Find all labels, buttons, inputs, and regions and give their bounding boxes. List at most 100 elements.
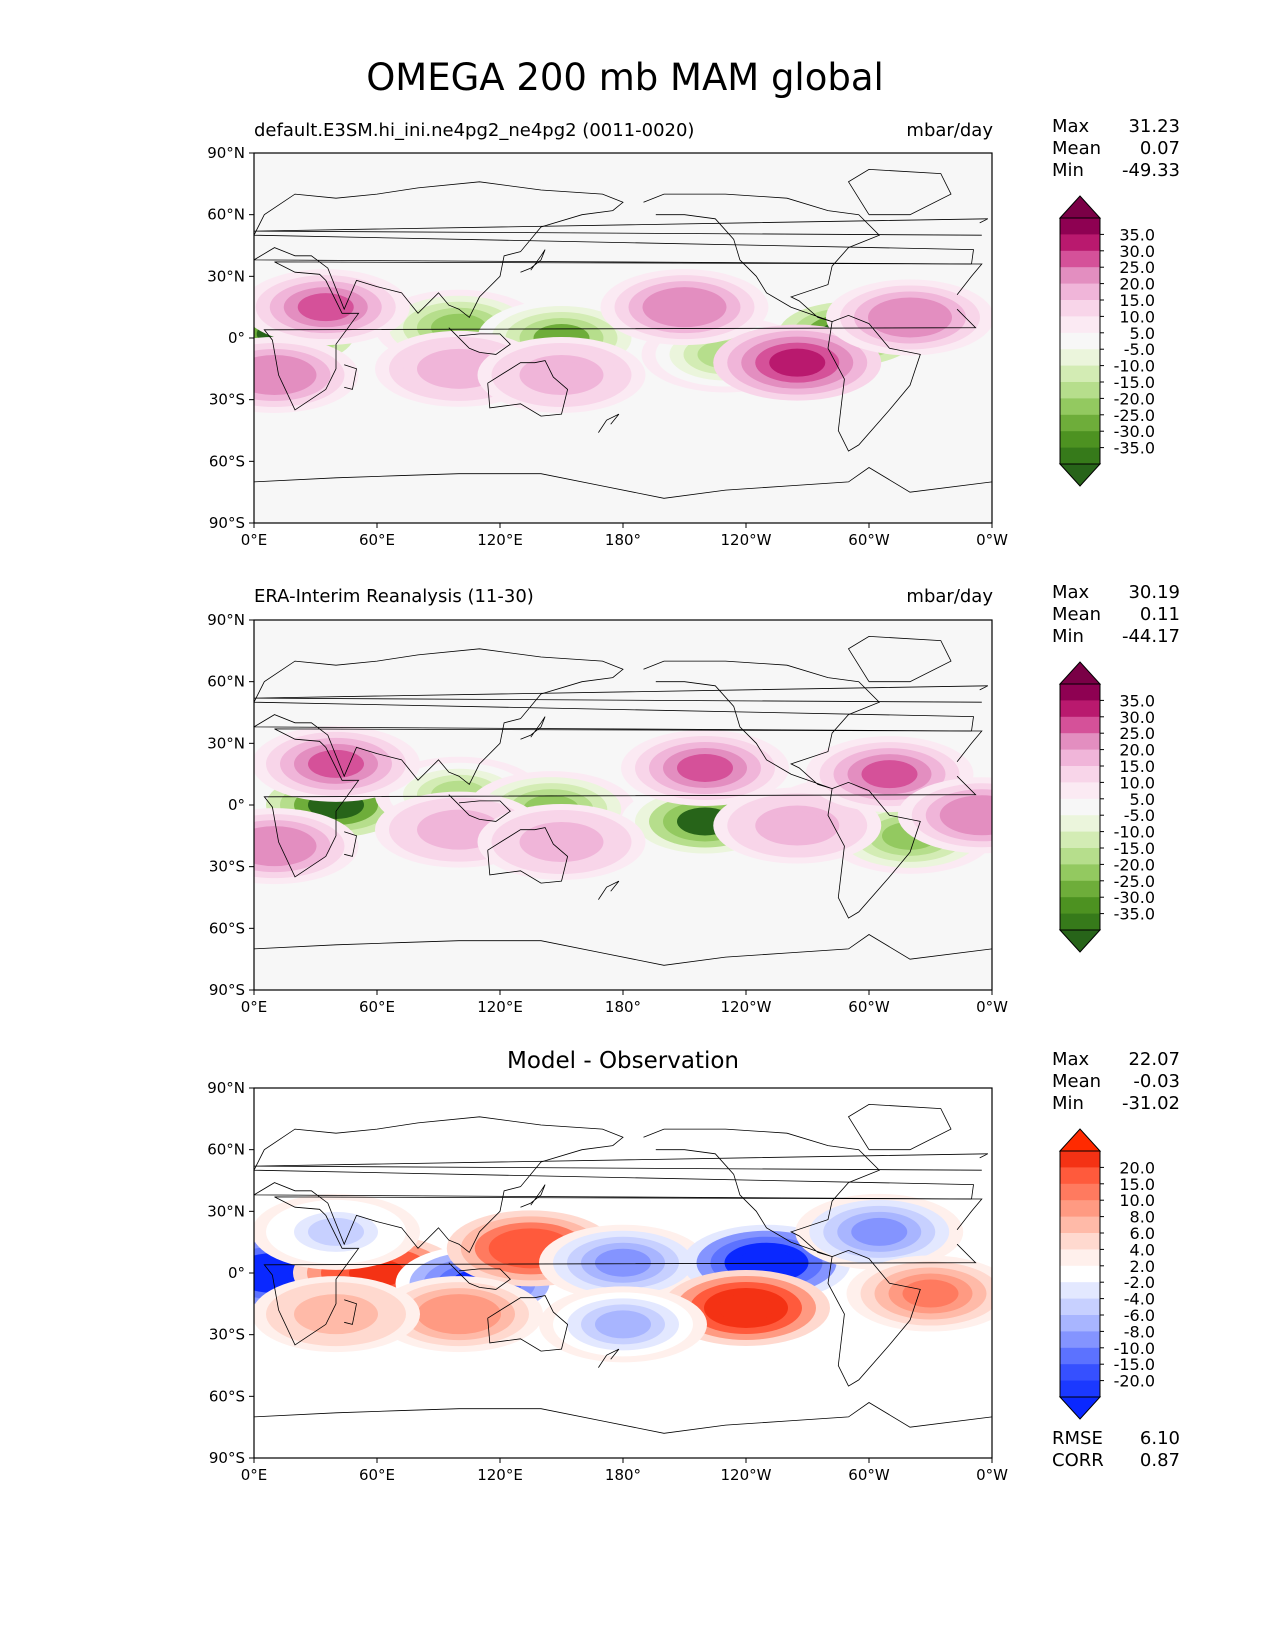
coastline — [254, 218, 989, 236]
coastlines — [254, 635, 992, 966]
x-tick-label: 120°W — [721, 531, 772, 549]
coastline — [448, 794, 511, 822]
x-tick-label: 60°W — [848, 998, 890, 1016]
coastline — [254, 181, 974, 319]
colorbar-bin — [1060, 815, 1100, 833]
coastline — [263, 1196, 983, 1346]
stat-value: 30.19 — [1128, 582, 1180, 603]
coastline — [598, 1348, 620, 1368]
contour-blob — [431, 815, 487, 844]
coastline — [520, 249, 546, 273]
colorbar-3: 20.015.010.08.06.04.02.0-2.0-4.0-6.0-8.0… — [1058, 1128, 1155, 1420]
colorbar-bin — [1060, 1347, 1100, 1365]
colorbar-label: 15.0 — [1119, 757, 1155, 776]
x-tick-label: 120°E — [477, 998, 523, 1016]
colorbar-bin — [1060, 1233, 1100, 1250]
colorbar-bin — [1060, 880, 1100, 898]
contour-blob — [595, 1248, 651, 1277]
y-tick-label: 60°S — [209, 1387, 245, 1405]
colorbar-bin — [1060, 332, 1100, 350]
colorbar-bin — [1060, 897, 1100, 915]
colorbar-label: -20.0 — [1114, 1372, 1155, 1391]
stat-value: 22.07 — [1128, 1049, 1180, 1070]
coastline — [344, 1299, 357, 1325]
x-tick-label: 60°E — [359, 531, 395, 549]
y-tick-label: 30°S — [209, 1326, 245, 1344]
colorbar-label: 20.0 — [1119, 1158, 1155, 1177]
y-tick-label: 30°S — [209, 858, 245, 876]
colorbar-label: -35.0 — [1114, 905, 1155, 924]
colorbar-label: -4.0 — [1124, 1290, 1155, 1309]
colorbar-bin — [1060, 782, 1100, 800]
colorbar-label: -30.0 — [1114, 422, 1155, 441]
map-panel-1: 90°N 60°N 30°N 0° 30°S 60°S 90°S0°E 60°E 120°E 18… — [207, 144, 1008, 549]
colorbar-label: 10.0 — [1119, 307, 1155, 326]
x-tick-label: 60°W — [848, 531, 890, 549]
contour-blob — [718, 1293, 774, 1322]
colorbar-extend-high — [1058, 661, 1102, 685]
stat-value: -31.02 — [1121, 1093, 1180, 1114]
colorbar-label: 15.0 — [1119, 1175, 1155, 1194]
coastline — [598, 880, 620, 900]
x-tick-label: 0°W — [976, 1466, 1008, 1484]
colorbar-label: 35.0 — [1119, 691, 1155, 710]
stat-label: Mean — [1052, 138, 1102, 159]
colorbar-label: 15.0 — [1119, 291, 1155, 310]
y-tick-label: 60°S — [209, 452, 245, 470]
x-tick-label: 60°W — [848, 1466, 890, 1484]
colorbar-bin — [1060, 365, 1100, 383]
colorbar-bin — [1060, 864, 1100, 882]
coastline — [254, 934, 992, 966]
coastline — [344, 364, 357, 390]
colorbar-extend-low — [1058, 1396, 1102, 1420]
coastline — [847, 635, 952, 683]
colorbar-bin — [1060, 831, 1100, 849]
stat-label: Min — [1052, 626, 1084, 647]
colorbar-bin — [1060, 733, 1100, 751]
y-tick-label: 90°N — [207, 611, 245, 629]
stat-value: 0.07 — [1139, 138, 1180, 159]
contour-blob — [769, 811, 826, 840]
colorbar-bin — [1060, 1200, 1100, 1218]
y-tick-label: 90°S — [209, 514, 245, 532]
stat-label: Mean — [1052, 1071, 1102, 1092]
x-tick-label: 180° — [605, 531, 641, 549]
colorbar-label: 5.0 — [1130, 324, 1155, 343]
colorbar-2: 35.030.025.020.015.010.05.0-5.0-10.0-15.… — [1058, 661, 1155, 953]
colorbar-label: 30.0 — [1119, 242, 1155, 261]
panel-2-units: mbar/day — [906, 586, 993, 607]
colorbar-bin — [1060, 382, 1100, 399]
contour-blob — [297, 293, 354, 322]
colorbar-bin — [1060, 749, 1100, 767]
x-tick-label: 120°W — [721, 998, 772, 1016]
colorbar-bin — [1060, 1265, 1100, 1283]
panel-3-stats: Max 22.07 Mean -0.03 Min -31.02 — [1052, 1049, 1180, 1115]
contour-blob — [677, 754, 733, 782]
colorbar-bin — [1060, 716, 1100, 734]
colorbar-label: -10.0 — [1114, 1339, 1155, 1358]
x-tick-label: 0°E — [241, 1466, 268, 1484]
colorbar-label: 6.0 — [1130, 1224, 1155, 1243]
coastline — [520, 716, 546, 740]
contour-blob — [902, 1279, 959, 1308]
colorbar-bin — [1060, 234, 1100, 252]
colorbar-extend-low — [1058, 929, 1102, 953]
colorbar-label: -15.0 — [1114, 839, 1155, 858]
colorbar-label: 8.0 — [1130, 1208, 1155, 1227]
contour-blob — [861, 760, 918, 789]
y-tick-label: 60°N — [207, 673, 245, 691]
map-panel-2: 90°N 60°N 30°N 0° 30°S 60°S 90°S0°E 60°E 120°E 18… — [207, 611, 1008, 1016]
stat-value: 31.23 — [1128, 116, 1180, 137]
y-tick-label: 30°S — [209, 391, 245, 409]
colorbar-bin — [1060, 766, 1100, 783]
colorbar-label: 10.0 — [1119, 1191, 1155, 1210]
y-tick-label: 0° — [228, 1264, 245, 1282]
colorbar-label: -5.0 — [1124, 340, 1155, 359]
contour-blob — [431, 1300, 487, 1329]
colorbar-bin — [1060, 1364, 1100, 1382]
colorbar-extend-high — [1058, 1128, 1102, 1152]
colorbar-bin — [1060, 1315, 1100, 1332]
y-tick-label: 30°N — [207, 734, 245, 752]
stat-label: Min — [1052, 160, 1084, 181]
